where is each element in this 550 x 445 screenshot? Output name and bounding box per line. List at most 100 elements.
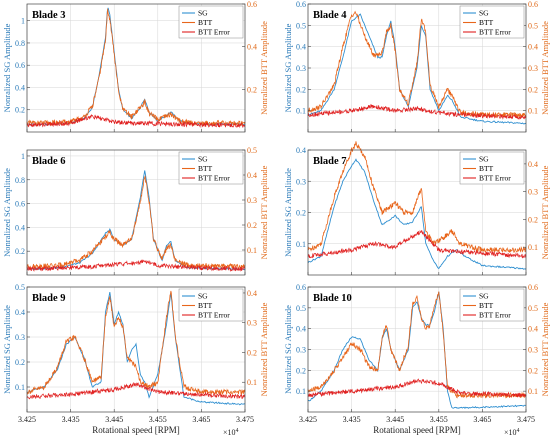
- y-tick-label: 1: [21, 17, 25, 26]
- y-right-tick-label: 0.4: [528, 43, 538, 52]
- legend-entry: BTT: [479, 301, 494, 310]
- y-right-tick-label: 0.4: [528, 325, 538, 334]
- panel-title: Blade 9: [32, 293, 66, 304]
- series-btt-line: [307, 10, 527, 119]
- series-btt-line: [26, 175, 246, 271]
- x-tick-label: 3.445: [105, 415, 123, 424]
- legend-entry: SG: [198, 292, 208, 301]
- series-btt-line: [26, 8, 246, 127]
- legend-box: [459, 151, 525, 185]
- x-axis-label: Rotational speed [RPM]: [92, 425, 180, 435]
- legend-entry: BTT Error: [198, 174, 230, 183]
- y-right-tick-label: 0.1: [528, 387, 538, 396]
- y-right-axis-label: Nonralized BTT Amplitude: [540, 302, 550, 396]
- y-right-axis-label: Nonralized BTT Amplitude: [259, 165, 269, 259]
- y-tick-label: 0.2: [15, 106, 25, 115]
- y-tick-label: 0.3: [296, 177, 306, 186]
- y-tick-label: 0.4: [15, 223, 25, 232]
- panel-title: Blade 4: [313, 10, 347, 21]
- y-right-tick-label: 0.4: [247, 289, 257, 298]
- y-right-tick-label: 0.5: [247, 146, 257, 155]
- x-tick-label: 3.475: [517, 415, 535, 424]
- panel-title: Blade 3: [32, 10, 66, 21]
- y-right-tick-label: 0.4: [247, 43, 257, 52]
- legend-entry: BTT: [198, 164, 213, 173]
- legend-entry: SG: [198, 9, 208, 18]
- series-sg-line: [307, 13, 527, 125]
- y-right-tick-label: 0.5: [528, 21, 538, 30]
- y-tick-label: 0.1: [15, 383, 25, 392]
- y-tick-label: 0.8: [15, 176, 25, 185]
- y-right-tick-label: 0.2: [247, 221, 257, 230]
- legend-entry: SG: [479, 292, 489, 301]
- x-tick-label: 3.455: [149, 415, 167, 424]
- y-tick-label: 0.4: [15, 308, 25, 317]
- legend-entry: SG: [198, 155, 208, 164]
- legend-entry: BTT: [479, 18, 494, 27]
- y-tick-label: 0.2: [15, 247, 25, 256]
- y-right-tick-label: 0.3: [528, 188, 538, 197]
- y-tick-label: 0.1: [296, 240, 306, 249]
- x-tick-label: 3.445: [386, 415, 404, 424]
- series-sg-line: [307, 158, 527, 270]
- x-axis-multiplier-exponent: 4: [236, 428, 239, 434]
- y-tick-label: 0.6: [15, 61, 25, 70]
- legend-entry: BTT Error: [198, 311, 230, 320]
- y-tick-label: 0.2: [15, 358, 25, 367]
- panel-5: 0.1 0.2 0.3 0.4 0.5 0.1 0.2 0.3 0.4 3.425 3.435 3.4…: [2, 283, 269, 437]
- y-tick-label: 0.4: [296, 146, 306, 155]
- y-tick-label: 0.2: [296, 85, 306, 94]
- y-tick-label: 0.4: [296, 325, 306, 334]
- x-tick-label: 3.465: [473, 415, 491, 424]
- x-tick-label: 3.465: [192, 415, 210, 424]
- y-right-tick-label: 0.3: [528, 346, 538, 355]
- y-tick-label: 0.8: [15, 39, 25, 48]
- legend-entry: SG: [479, 155, 489, 164]
- y-right-tick-label: 0.3: [247, 319, 257, 328]
- y-right-axis-label: Nonralized BTT Amplitude: [540, 165, 550, 259]
- y-right-tick-label: 0.6: [528, 283, 538, 292]
- y-axis-label: Nonralized SG Amplitude: [2, 168, 12, 257]
- legend-entry: SG: [479, 9, 489, 18]
- y-right-tick-label: 0.2: [247, 85, 257, 94]
- y-tick-label: 0.6: [296, 283, 306, 292]
- y-tick-label: 1: [21, 152, 25, 161]
- x-tick-label: 3.425: [299, 415, 317, 424]
- plot-frame: [26, 149, 246, 276]
- plot-frame: [26, 286, 246, 413]
- y-tick-label: 0.3: [296, 64, 306, 73]
- y-right-tick-label: 0.2: [528, 85, 538, 94]
- y-right-tick-label: 0.2: [247, 348, 257, 357]
- y-tick-label: 0.2: [296, 366, 306, 375]
- y-right-tick-label: 0.4: [247, 171, 257, 180]
- legend-entry: BTT: [479, 164, 494, 173]
- y-tick-label: 0.3: [15, 333, 25, 342]
- y-axis-label: Nonralized SG Amplitude: [283, 305, 293, 394]
- y-axis-label: Nonralized SG Amplitude: [2, 305, 12, 394]
- x-tick-label: 3.425: [18, 415, 36, 424]
- x-axis-multiplier: ×104: [504, 428, 520, 437]
- legend-entry: BTT Error: [479, 28, 511, 37]
- y-tick-label: 0.6: [296, 0, 306, 9]
- y-tick-label: 0.5: [15, 283, 25, 292]
- y-right-tick-label: 0.3: [528, 64, 538, 73]
- series-btt-error-line: [307, 229, 527, 259]
- panel-3: 0.2 0.4 0.6 0.8 1 0.1 0.2 0.3 0.4 0.5 Nonralized S…: [2, 146, 269, 276]
- x-axis-multiplier: ×104: [223, 428, 239, 437]
- y-tick-label: 0.1: [296, 107, 306, 116]
- legend-entry: BTT: [198, 18, 213, 27]
- y-tick-label: 0.5: [296, 21, 306, 30]
- y-right-tick-label: 0.6: [247, 0, 257, 9]
- y-right-tick-label: 0.3: [247, 196, 257, 205]
- y-tick-label: 0.6: [15, 200, 25, 209]
- panel-title: Blade 10: [313, 293, 352, 304]
- x-axis-label: Rotational speed [RPM]: [373, 425, 461, 435]
- series-btt-line: [307, 291, 527, 399]
- y-right-axis-label: Nonralized BTT Amplitude: [259, 21, 269, 115]
